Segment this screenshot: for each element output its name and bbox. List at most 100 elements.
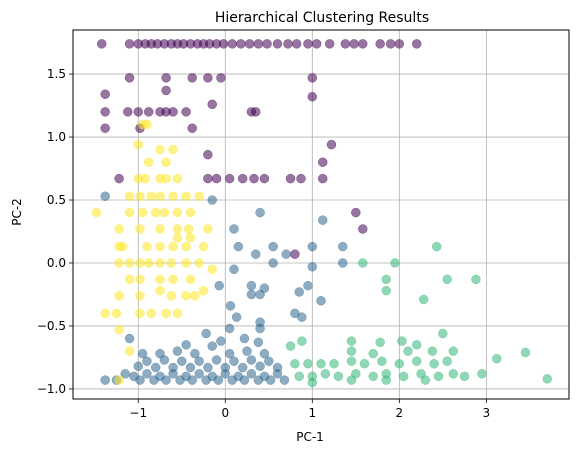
scatter-point <box>185 233 196 243</box>
scatter-point <box>194 258 204 268</box>
scatter-point <box>262 39 272 49</box>
scatter-point <box>124 39 135 49</box>
scatter-point <box>268 241 278 252</box>
scatter-point <box>250 249 261 259</box>
scatter-point <box>358 39 368 49</box>
scatter-point <box>168 274 178 285</box>
scatter-point <box>168 362 178 373</box>
scatter-point <box>155 258 165 268</box>
scatter-point <box>203 362 213 373</box>
scatter-point <box>346 356 357 366</box>
scatter-point <box>418 294 429 305</box>
scatter-point <box>259 348 270 359</box>
scatter-point <box>172 173 183 184</box>
scatter-point <box>329 358 339 369</box>
scatter-point <box>161 375 171 385</box>
scatter-point <box>394 39 405 49</box>
scatter-point <box>259 173 270 184</box>
scatter-point <box>124 207 135 218</box>
scatter-point <box>181 241 191 252</box>
scatter-point <box>203 173 213 184</box>
scatter-point <box>307 377 318 388</box>
scatter-point <box>281 249 291 259</box>
scatter-point <box>100 375 110 385</box>
scatter-point <box>420 375 431 385</box>
scatter-point <box>216 336 226 346</box>
scatter-point <box>375 39 385 49</box>
scatter-point <box>198 241 209 252</box>
scatter-point <box>123 107 133 117</box>
scatter-point <box>253 337 264 348</box>
scatter-point <box>140 173 150 184</box>
scatter-point <box>253 39 264 49</box>
scatter-point <box>172 224 183 234</box>
scatter-point <box>207 341 217 351</box>
scatter-point <box>207 99 217 110</box>
scatter-point <box>294 287 304 297</box>
scatter-point <box>377 356 387 366</box>
scatter-point <box>218 39 229 49</box>
scatter-point <box>358 224 368 234</box>
chart-title: Hierarchical Clustering Results <box>215 10 429 26</box>
data-points <box>91 39 552 388</box>
scatter-point <box>411 39 422 49</box>
scatter-point <box>239 375 250 385</box>
scatter-point <box>120 369 130 379</box>
scatter-point <box>381 375 392 385</box>
scatter-point <box>168 144 178 155</box>
scatter-point <box>194 369 204 379</box>
scatter-point <box>320 369 331 379</box>
scatter-point <box>114 173 124 184</box>
scatter-point <box>265 375 276 385</box>
scatter-point <box>283 39 293 49</box>
y-tick-label: 0.0 <box>47 256 66 270</box>
scatter-point <box>316 358 326 369</box>
scatter-point <box>211 355 222 365</box>
scatter-point <box>272 39 283 49</box>
x-tick-label: 0 <box>221 406 229 420</box>
scatter-point <box>133 139 144 150</box>
y-tick-label: 1.0 <box>47 130 66 144</box>
scatter-point <box>155 191 165 201</box>
x-tick-label: 1 <box>308 406 316 420</box>
scatter-point <box>290 358 300 369</box>
scatter-point <box>433 371 444 382</box>
scatter-point <box>229 224 239 234</box>
x-tick-label: 2 <box>395 406 403 420</box>
scatter-point <box>155 107 165 117</box>
scatter-point <box>161 85 171 96</box>
scatter-point <box>100 308 110 319</box>
scatter-point <box>471 274 481 285</box>
scatter-point <box>143 157 154 167</box>
y-tick-label: −0.5 <box>37 319 66 333</box>
scatter-point <box>137 348 148 359</box>
scatter-point <box>333 371 344 382</box>
scatter-point <box>181 191 191 201</box>
scatter-point <box>155 241 165 252</box>
scatter-point <box>264 356 274 366</box>
scatter-point <box>168 241 178 252</box>
scatter-point <box>224 348 235 359</box>
scatter-point <box>124 274 135 285</box>
scatter-point <box>185 274 196 285</box>
scatter-point <box>146 308 157 319</box>
scatter-point <box>317 157 328 167</box>
scatter-point <box>297 336 307 346</box>
scatter-point <box>224 173 235 184</box>
scatter-point <box>185 207 196 218</box>
scatter-point <box>403 346 413 356</box>
scatter-point <box>317 215 328 225</box>
scatter-point <box>143 258 154 268</box>
scatter-point <box>438 328 448 339</box>
scatter-point <box>244 39 255 49</box>
scatter-point <box>448 369 459 379</box>
scatter-point <box>91 207 102 218</box>
scatter-point <box>114 375 124 385</box>
scatter-point <box>307 262 318 272</box>
scatter-point <box>311 39 322 49</box>
scatter-point <box>124 333 135 344</box>
scatter-point <box>135 274 145 285</box>
scatter-point <box>459 371 470 382</box>
scatter-point <box>172 346 183 356</box>
